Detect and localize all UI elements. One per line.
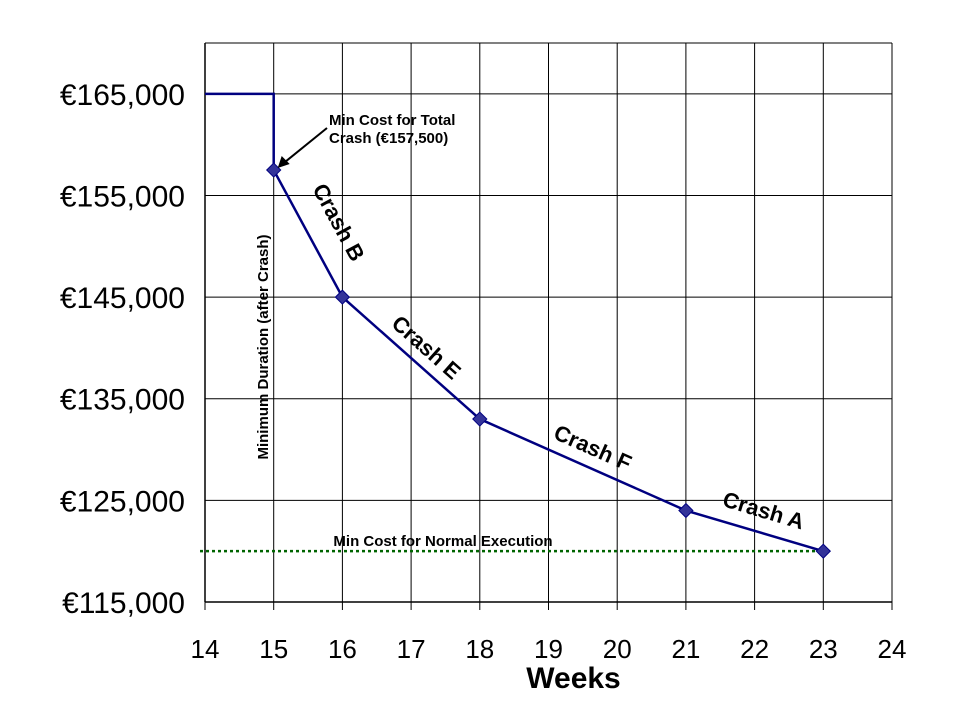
annotation-arrow-head	[277, 156, 290, 169]
total-crash-annotation-line1: Min Cost for Total	[329, 112, 455, 129]
series-layer	[200, 92, 832, 559]
data-point-marker	[334, 289, 351, 305]
y-tick-label: €125,000	[60, 485, 185, 518]
x-tick-label: 20	[603, 634, 632, 664]
y-tick-labels: €115,000 €125,000 €135,000 €145,000 €155,000…	[60, 79, 185, 620]
data-point-marker	[815, 543, 832, 559]
total-crash-annotation-line2: Crash (€157,500)	[329, 130, 448, 147]
x-tick-label: 19	[534, 634, 563, 664]
axes	[204, 43, 893, 610]
normal-cost-label: Min Cost for Normal Execution	[333, 533, 552, 550]
x-tick-label: 17	[397, 634, 426, 664]
x-tick-label: 18	[465, 634, 494, 664]
boundary-line	[205, 92, 275, 171]
x-tick-label: 14	[191, 634, 220, 664]
y-tick-label: €155,000	[60, 180, 185, 213]
x-tick-label: 22	[740, 634, 769, 664]
x-tick-label: 15	[259, 634, 288, 664]
x-tick-labels: 14 15 16 17 18 19 20 21 22 23 24	[191, 634, 907, 664]
y-tick-label: €165,000	[60, 79, 185, 112]
y-tick-label: €135,000	[60, 384, 185, 417]
y-tick-label: €115,000	[62, 587, 185, 620]
data-point-marker	[472, 411, 488, 427]
x-tick-label: 16	[328, 634, 357, 664]
data-point-marker	[678, 502, 694, 519]
x-tick-label: 23	[809, 634, 838, 664]
x-tick-label: 21	[671, 634, 700, 664]
x-axis-title: Weeks	[526, 662, 621, 695]
x-tick-label: 24	[878, 634, 907, 664]
y-tick-label: €145,000	[60, 282, 185, 315]
annotation-arrow-shaft	[283, 127, 328, 164]
min-duration-label: Minimum Duration (after Crash)	[255, 234, 272, 459]
